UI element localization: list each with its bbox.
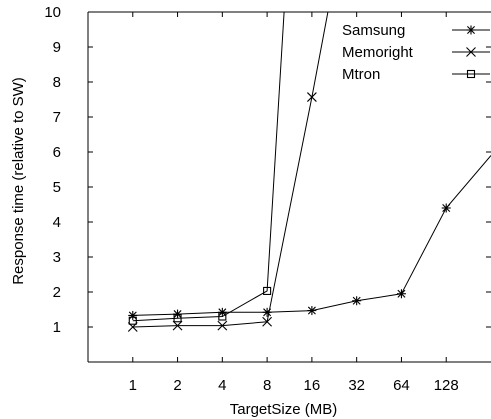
series-mtron	[128, 12, 285, 325]
x-tick-label: 16	[304, 377, 321, 394]
x-tick-label: 4	[218, 377, 226, 394]
series-line	[132, 12, 285, 322]
x-tick-label: 2	[173, 377, 181, 394]
y-tick-label: 7	[53, 109, 61, 126]
series-line	[132, 12, 329, 328]
data-point	[173, 314, 182, 323]
data-point	[262, 307, 272, 317]
x-tick-label: 8	[263, 377, 271, 394]
x-tick-label: 32	[348, 377, 365, 394]
y-tick-label: 4	[53, 214, 61, 231]
y-tick-label: 8	[53, 74, 61, 91]
legend-marker	[466, 69, 476, 79]
data-point	[352, 296, 362, 306]
series-memoright	[127, 12, 329, 332]
series-line	[132, 155, 491, 316]
legend-label: Memoright	[342, 44, 414, 61]
data-point	[128, 310, 138, 320]
data-point	[307, 306, 317, 316]
data-point	[218, 312, 227, 321]
legend-item-samsung: Samsung	[342, 22, 490, 39]
y-tick-label: 2	[53, 284, 61, 301]
legend-item-mtron: Mtron	[342, 66, 490, 83]
y-tick-label: 5	[53, 179, 61, 196]
data-point	[396, 289, 406, 299]
y-tick-label: 1	[53, 319, 61, 336]
data-point	[306, 92, 317, 102]
legend-item-memoright: Memoright	[342, 44, 490, 61]
x-tick-label: 64	[393, 377, 410, 394]
data-point	[172, 320, 183, 331]
series-layer	[127, 12, 491, 332]
legend-label: Mtron	[342, 66, 380, 83]
x-axis-title: TargetSize (MB)	[230, 401, 338, 418]
legend-marker	[466, 47, 476, 57]
data-point	[128, 316, 137, 325]
data-point	[217, 320, 228, 331]
data-point	[173, 309, 183, 319]
y-axis-title: Response time (relative to SW)	[10, 77, 27, 285]
y-tick-label: 9	[53, 39, 61, 56]
data-point	[263, 286, 272, 296]
x-tick-label: 1	[129, 377, 137, 394]
series-samsung	[128, 155, 491, 320]
plot-frame	[87, 11, 491, 363]
y-tick-label: 6	[53, 144, 61, 161]
legend: Samsung Memoright Mtron	[342, 22, 490, 83]
y-tick-label: 10	[44, 4, 61, 21]
x-axis: 1 2 4 8 16 32 64 128	[129, 12, 459, 394]
y-tick-label: 3	[53, 249, 61, 266]
data-point	[262, 316, 273, 327]
data-point	[441, 203, 451, 213]
legend-label: Samsung	[342, 22, 405, 39]
legend-marker	[466, 25, 476, 35]
y-axis: 1 2 3 4 5 6 7 8 9 10	[44, 4, 491, 336]
x-tick-label: 128	[434, 377, 459, 394]
